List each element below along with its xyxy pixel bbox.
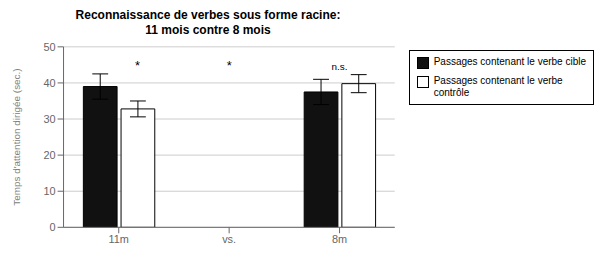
- svg-text:Temps d'attention dirigée (sec: Temps d'attention dirigée (sec.): [11, 68, 22, 205]
- svg-text:n.s.: n.s.: [332, 61, 348, 72]
- svg-text:*: *: [227, 58, 232, 73]
- svg-text:*: *: [135, 58, 140, 73]
- svg-text:40: 40: [43, 77, 55, 89]
- svg-text:11m: 11m: [109, 233, 129, 245]
- svg-text:50: 50: [43, 41, 55, 53]
- svg-text:10: 10: [43, 185, 55, 197]
- html-text:Passages contenant le verbe ci: Passages contenant le verbe cible: [433, 56, 586, 67]
- svg-text:8m: 8m: [332, 233, 347, 245]
- html-text:Reconnaissance de verbes sous: Reconnaissance de verbes sous forme raci…: [75, 8, 341, 37]
- html-text:Passages contenant le verbe co: Passages contenant le verbe contrôle: [433, 75, 563, 98]
- svg-text:30: 30: [43, 113, 55, 125]
- svg-text:vs.: vs.: [222, 233, 236, 245]
- svg-text:20: 20: [43, 149, 55, 161]
- svg-text:0: 0: [50, 221, 56, 233]
